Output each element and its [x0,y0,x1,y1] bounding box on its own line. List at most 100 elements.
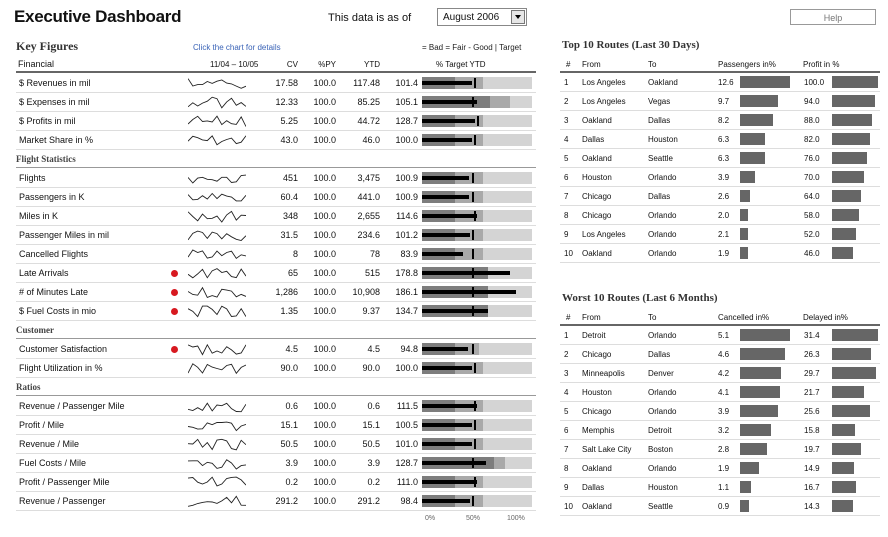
route-row[interactable]: 7 Chicago Dallas 2.6 64.0 [560,187,880,206]
chart-details-link[interactable]: Click the chart for details [193,43,281,52]
bullet-graph[interactable] [422,438,532,450]
value-1: 1.9 [718,249,730,258]
key-figure-row[interactable]: Fuel Costs / Mile 3.9 100.0 3.9 128.7 [16,454,536,473]
cv-value: 291.2 [275,496,298,506]
route-row[interactable]: 10 Oakland Seattle 0.9 14.3 [560,497,880,516]
sparkline[interactable] [188,473,246,492]
bullet-graph[interactable] [422,362,532,374]
sparkline[interactable] [188,283,246,302]
bullet-graph[interactable] [422,495,532,507]
route-row[interactable]: 6 Memphis Detroit 3.2 15.8 [560,421,880,440]
route-row[interactable]: 4 Houston Orlando 4.1 21.7 [560,383,880,402]
sparkline[interactable] [188,435,246,454]
key-figure-row[interactable]: Revenue / Passenger 291.2 100.0 291.2 98.4 [16,492,536,511]
route-row[interactable]: 1 Los Angeles Oakland 12.6 100.0 [560,73,880,92]
key-figure-row[interactable]: Profit / Passenger Mile 0.2 100.0 0.2 111.0 [16,473,536,492]
key-figure-row[interactable]: Flights 451 100.0 3,475 100.9 [16,169,536,188]
route-rank: 3 [564,369,569,378]
route-row[interactable]: 2 Los Angeles Vegas 9.7 94.0 [560,92,880,111]
sparkline[interactable] [188,245,246,264]
row-separator [560,224,880,225]
sparkline[interactable] [188,74,246,93]
key-figure-row[interactable]: Passengers in K 60.4 100.0 441.0 100.9 [16,188,536,207]
route-row[interactable]: 9 Dallas Houston 1.1 16.7 [560,478,880,497]
route-row[interactable]: 3 Minneapolis Denver 4.2 29.7 [560,364,880,383]
sparkline[interactable] [188,188,246,207]
sparkline[interactable] [188,454,246,473]
period-select[interactable]: August 2006 [437,8,527,26]
bullet-graph[interactable] [422,210,532,222]
route-row[interactable]: 10 Oakland Orlando 1.9 46.0 [560,244,880,263]
bullet-graph[interactable] [422,400,532,412]
key-figure-row[interactable]: Revenue / Mile 50.5 100.0 50.5 101.0 [16,435,536,454]
key-figure-row[interactable]: $ Profits in mil 5.25 100.0 44.72 128.7 [16,112,536,131]
sparkline[interactable] [188,492,246,511]
sparkline[interactable] [188,207,246,226]
value-2-bar [832,190,862,202]
pct-target-value: 100.0 [395,135,418,145]
key-figure-row[interactable]: Flight Utilization in % 90.0 100.0 90.0 100.… [16,359,536,378]
route-row[interactable]: 5 Oakland Seattle 6.3 76.0 [560,149,880,168]
column-header: # [566,60,571,69]
sparkline[interactable] [188,359,246,378]
key-figure-row[interactable]: $ Revenues in mil 17.58 100.0 117.48 101.4 [16,74,536,93]
sparkline[interactable] [188,112,246,131]
help-button[interactable]: Help [790,9,876,25]
route-row[interactable]: 3 Oakland Dallas 8.2 88.0 [560,111,880,130]
row-separator [560,439,880,440]
sparkline[interactable] [188,416,246,435]
bullet-graph[interactable] [422,343,532,355]
key-figure-row[interactable]: Miles in K 348 100.0 2,655 114.6 [16,207,536,226]
bullet-graph[interactable] [422,305,532,317]
sparkline[interactable] [188,264,246,283]
bullet-graph[interactable] [422,457,532,469]
sparkline[interactable] [188,302,246,321]
bullet-graph[interactable] [422,419,532,431]
bullet-graph[interactable] [422,476,532,488]
value-2: 15.8 [804,426,820,435]
key-figure-row[interactable]: Profit / Mile 15.1 100.0 15.1 100.5 [16,416,536,435]
bullet-graph[interactable] [422,77,532,89]
bullet-graph[interactable] [422,229,532,241]
route-row[interactable]: 8 Chicago Orlando 2.0 58.0 [560,206,880,225]
route-row[interactable]: 6 Houston Orlando 3.9 70.0 [560,168,880,187]
key-figure-row[interactable]: # of Minutes Late 1,286 100.0 10,908 186.1 [16,283,536,302]
chevron-down-icon[interactable] [511,10,525,24]
bullet-graph[interactable] [422,286,532,298]
route-row[interactable]: 7 Salt Lake City Boston 2.8 19.7 [560,440,880,459]
row-separator [16,320,536,321]
key-figure-row[interactable]: Passenger Miles in mil 31.5 100.0 234.6 101.… [16,226,536,245]
bullet-graph[interactable] [422,172,532,184]
sparkline[interactable] [188,131,246,150]
value-1-bar [740,190,751,202]
bullet-graph[interactable] [422,191,532,203]
bullet-graph[interactable] [422,267,532,279]
bullet-graph[interactable] [422,248,532,260]
key-figure-row[interactable]: $ Expenses in mil 12.33 100.0 85.25 105.1 [16,93,536,112]
value-2-bar [832,386,864,398]
sparkline[interactable] [188,340,246,359]
key-figure-row[interactable]: Revenue / Passenger Mile 0.6 100.0 0.6 111.5 [16,397,536,416]
route-rank: 5 [564,407,569,416]
value-2-bar [832,133,870,145]
key-figure-row[interactable]: Late Arrivals 65 100.0 515 178.8 [16,264,536,283]
route-row[interactable]: 8 Oakland Orlando 1.9 14.9 [560,459,880,478]
route-row[interactable]: 4 Dallas Houston 6.3 82.0 [560,130,880,149]
sparkline[interactable] [188,169,246,188]
sparkline[interactable] [188,397,246,416]
key-figure-row[interactable]: Customer Satisfaction 4.5 100.0 4.5 94.8 [16,340,536,359]
route-row[interactable]: 5 Chicago Orlando 3.9 25.6 [560,402,880,421]
route-row[interactable]: 1 Detroit Orlando 5.1 31.4 [560,326,880,345]
bullet-graph[interactable] [422,96,532,108]
key-figure-row[interactable]: $ Fuel Costs in mio 1.35 100.0 9.37 134.7 [16,302,536,321]
key-figure-row[interactable]: Market Share in % 43.0 100.0 46.0 100.0 [16,131,536,150]
route-row[interactable]: 9 Los Angeles Orlando 2.1 52.0 [560,225,880,244]
sparkline[interactable] [188,93,246,112]
route-row[interactable]: 2 Chicago Dallas 4.6 26.3 [560,345,880,364]
row-label: $ Fuel Costs in mio [19,306,97,316]
bullet-graph[interactable] [422,134,532,146]
target-marker [471,496,474,506]
sparkline[interactable] [188,226,246,245]
key-figure-row[interactable]: Cancelled Flights 8 100.0 78 83.9 [16,245,536,264]
bullet-graph[interactable] [422,115,532,127]
